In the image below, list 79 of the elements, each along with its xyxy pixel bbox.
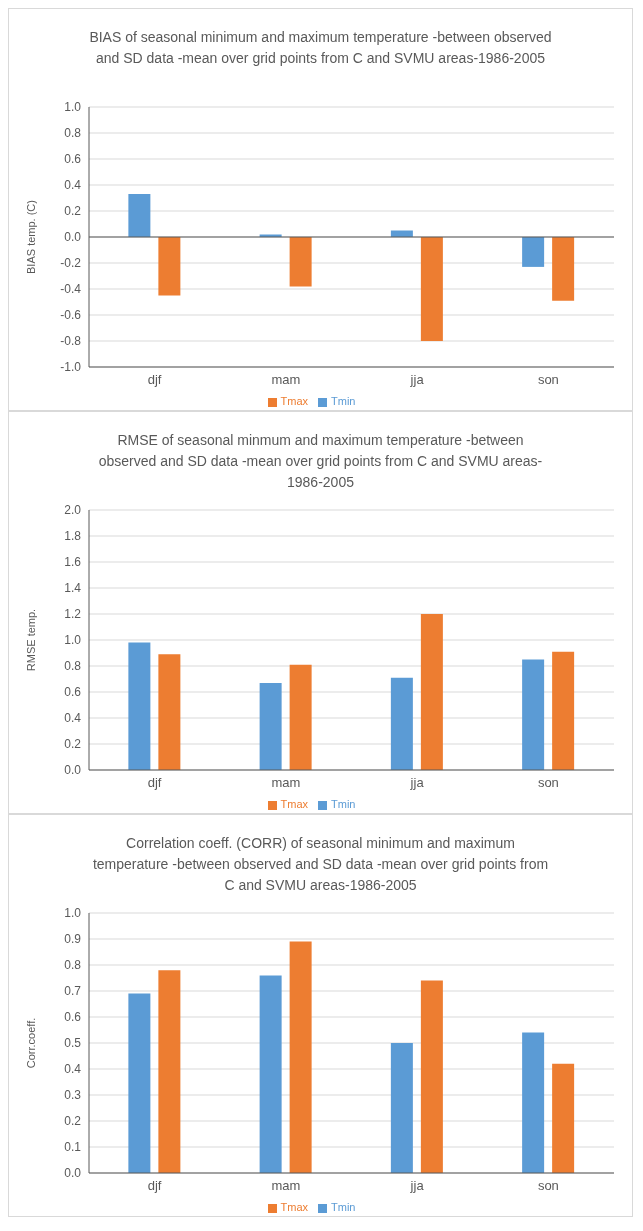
y-tick-label: 0.5 <box>64 1036 82 1051</box>
y-tick-label: 1.2 <box>64 607 82 622</box>
y-tick-label: -1.0 <box>60 360 82 375</box>
y-tick-label: 0.2 <box>64 1114 82 1129</box>
x-tick-label: jja <box>409 372 425 388</box>
bar <box>158 237 181 296</box>
bar <box>128 642 151 770</box>
y-tick-label: 0.4 <box>64 178 82 193</box>
x-tick-label: djf <box>147 372 162 388</box>
y-tick-label: 1.8 <box>64 529 82 544</box>
bar <box>420 237 443 341</box>
x-tick-label: son <box>537 1178 559 1194</box>
y-tick-label: 0.0 <box>64 230 82 245</box>
bar <box>390 1043 413 1173</box>
y-tick-label: 0.2 <box>64 737 82 752</box>
bar <box>522 659 545 770</box>
y-axis-title: Corr.coeff. <box>24 1017 37 1069</box>
bar <box>259 975 282 1173</box>
y-tick-label: 0.8 <box>64 659 82 674</box>
y-tick-label: 0.4 <box>64 1062 82 1077</box>
bar <box>552 1063 575 1173</box>
y-axis-title: BIAS temp. (C) <box>24 200 37 274</box>
y-tick-label: 0.1 <box>64 1140 82 1155</box>
y-tick-label: 0.7 <box>64 984 82 999</box>
y-tick-label: 1.0 <box>64 100 82 115</box>
y-tick-label: 0.8 <box>64 126 82 141</box>
bar <box>158 970 181 1173</box>
y-tick-label: -0.4 <box>60 282 82 297</box>
bar <box>552 651 575 770</box>
y-tick-label: -0.8 <box>60 334 82 349</box>
x-tick-label: djf <box>147 775 162 791</box>
bar <box>552 237 575 301</box>
y-tick-label: 0.6 <box>64 1010 82 1025</box>
x-tick-label: son <box>537 372 559 388</box>
y-tick-label: 0.6 <box>64 152 82 167</box>
bar <box>259 682 282 770</box>
y-tick-label: 0.0 <box>64 763 82 778</box>
bar <box>522 237 545 267</box>
y-tick-label: 0.2 <box>64 204 82 219</box>
y-tick-label: 0.9 <box>64 932 82 947</box>
bar <box>420 980 443 1173</box>
legend-label: Tmin <box>331 395 356 407</box>
chart-title: BIAS of seasonal minimum and maximum temperature -between observed and SD data -mean over grid points from C and SVMU areas-1986-2005 <box>88 28 553 68</box>
bar <box>420 614 443 770</box>
bar <box>128 993 151 1173</box>
y-tick-label: 1.6 <box>64 555 82 570</box>
y-tick-label: 0.3 <box>64 1088 82 1103</box>
y-tick-label: 1.0 <box>64 906 82 921</box>
y-tick-label: 0.4 <box>64 711 82 726</box>
y-tick-label: 0.6 <box>64 685 82 700</box>
x-tick-label: jja <box>409 1178 425 1194</box>
y-tick-label: 0.0 <box>64 1166 82 1181</box>
legend-label: Tmax <box>280 798 309 810</box>
x-tick-label: mam <box>271 775 301 791</box>
bar <box>522 1032 545 1173</box>
legend-label: Tmin <box>331 1201 356 1213</box>
bar <box>289 664 312 770</box>
y-tick-label: 0.8 <box>64 958 82 973</box>
y-axis-title: RMSE temp. <box>24 608 37 672</box>
chart-title: RMSE of seasonal minmum and maximum temperature -between observed and SD data -mean over grid points from C and SVMU areas-1986-2005 <box>97 431 544 492</box>
bar <box>289 941 312 1173</box>
bar <box>128 194 151 237</box>
x-tick-label: mam <box>271 1178 301 1194</box>
bar <box>390 677 413 770</box>
y-tick-label: 2.0 <box>64 503 82 518</box>
y-tick-label: 1.0 <box>64 633 82 648</box>
bar <box>158 654 181 770</box>
y-tick-label: -0.2 <box>60 256 82 271</box>
chart-title: Correlation coeff. (CORR) of seasonal minimum and maximum temperature -between observed and SD data -mean over grid points from C and SVMU areas-1986-2005 <box>91 834 550 895</box>
x-tick-label: mam <box>271 372 301 388</box>
x-tick-label: son <box>537 775 559 791</box>
bar <box>289 237 312 287</box>
y-tick-label: -0.6 <box>60 308 82 323</box>
legend-label: Tmin <box>331 798 356 810</box>
x-tick-label: jja <box>409 775 425 791</box>
x-tick-label: djf <box>147 1178 162 1194</box>
legend-label: Tmax <box>280 1201 309 1213</box>
y-tick-label: 1.4 <box>64 581 82 596</box>
legend-label: Tmax <box>280 395 309 407</box>
